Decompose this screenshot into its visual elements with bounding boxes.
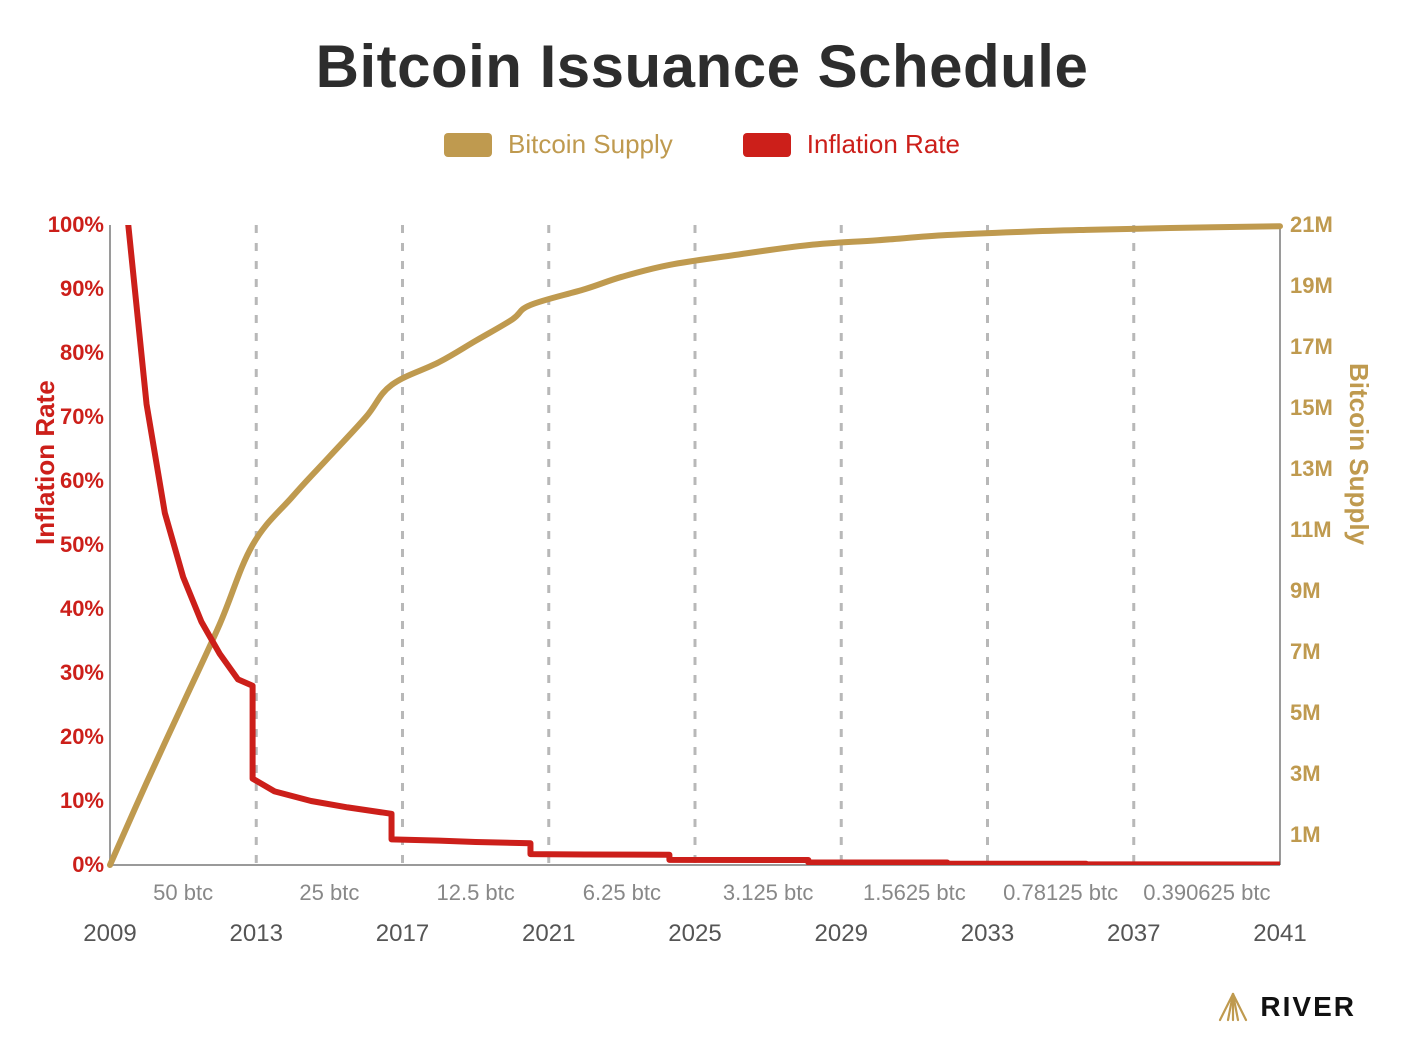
legend-item-inflation: Inflation Rate xyxy=(743,129,960,160)
x-tick-year: 2021 xyxy=(522,920,575,948)
chart-title: Bitcoin Issuance Schedule xyxy=(0,0,1404,101)
y-left-tick: 60% xyxy=(44,468,104,494)
y-left-tick: 70% xyxy=(44,404,104,430)
legend-label-inflation: Inflation Rate xyxy=(807,129,960,160)
x-tick-year: 2029 xyxy=(815,920,868,948)
legend-swatch-inflation xyxy=(743,133,791,157)
y-left-tick: 90% xyxy=(44,276,104,302)
legend: Bitcoin Supply Inflation Rate xyxy=(0,129,1404,160)
y-left-tick: 100% xyxy=(44,212,104,238)
halving-era-label: 3.125 btc xyxy=(723,880,814,906)
river-logo-icon xyxy=(1216,992,1250,1022)
halving-era-label: 1.5625 btc xyxy=(863,880,966,906)
y-right-tick: 1M xyxy=(1290,822,1360,848)
legend-item-supply: Bitcoin Supply xyxy=(444,129,673,160)
x-tick-year: 2041 xyxy=(1253,920,1306,948)
halving-era-label: 25 btc xyxy=(299,880,359,906)
legend-swatch-supply xyxy=(444,133,492,157)
brand-logo: RIVER xyxy=(1216,991,1356,1023)
y-left-tick: 50% xyxy=(44,532,104,558)
x-tick-year: 2017 xyxy=(376,920,429,948)
legend-label-supply: Bitcoin Supply xyxy=(508,129,673,160)
y-right-tick: 15M xyxy=(1290,395,1360,421)
halving-era-label: 50 btc xyxy=(153,880,213,906)
y-left-tick: 10% xyxy=(44,788,104,814)
halving-era-label: 6.25 btc xyxy=(583,880,661,906)
page-root: Bitcoin Issuance Schedule Bitcoin Supply… xyxy=(0,0,1404,1047)
y-left-tick: 80% xyxy=(44,340,104,366)
y-right-tick: 5M xyxy=(1290,700,1360,726)
y-right-tick: 9M xyxy=(1290,578,1360,604)
y-left-tick: 20% xyxy=(44,724,104,750)
y-right-tick: 17M xyxy=(1290,334,1360,360)
x-tick-year: 2037 xyxy=(1107,920,1160,948)
x-tick-year: 2025 xyxy=(668,920,721,948)
x-tick-year: 2013 xyxy=(230,920,283,948)
x-tick-year: 2033 xyxy=(961,920,1014,948)
halving-era-label: 0.390625 btc xyxy=(1143,880,1270,906)
y-left-tick: 30% xyxy=(44,660,104,686)
y-left-tick: 0% xyxy=(44,852,104,878)
y-right-tick: 19M xyxy=(1290,273,1360,299)
y-right-tick: 3M xyxy=(1290,761,1360,787)
halving-era-label: 12.5 btc xyxy=(436,880,514,906)
chart-svg xyxy=(110,225,1280,865)
halving-era-label: 0.78125 btc xyxy=(1003,880,1118,906)
y-right-tick: 7M xyxy=(1290,639,1360,665)
y-right-tick: 11M xyxy=(1290,517,1360,543)
chart-plot-area xyxy=(110,225,1280,865)
y-right-tick: 13M xyxy=(1290,456,1360,482)
x-tick-year: 2009 xyxy=(83,920,136,948)
y-right-tick: 21M xyxy=(1290,212,1360,238)
brand-logo-text: RIVER xyxy=(1260,991,1356,1023)
y-left-tick: 40% xyxy=(44,596,104,622)
